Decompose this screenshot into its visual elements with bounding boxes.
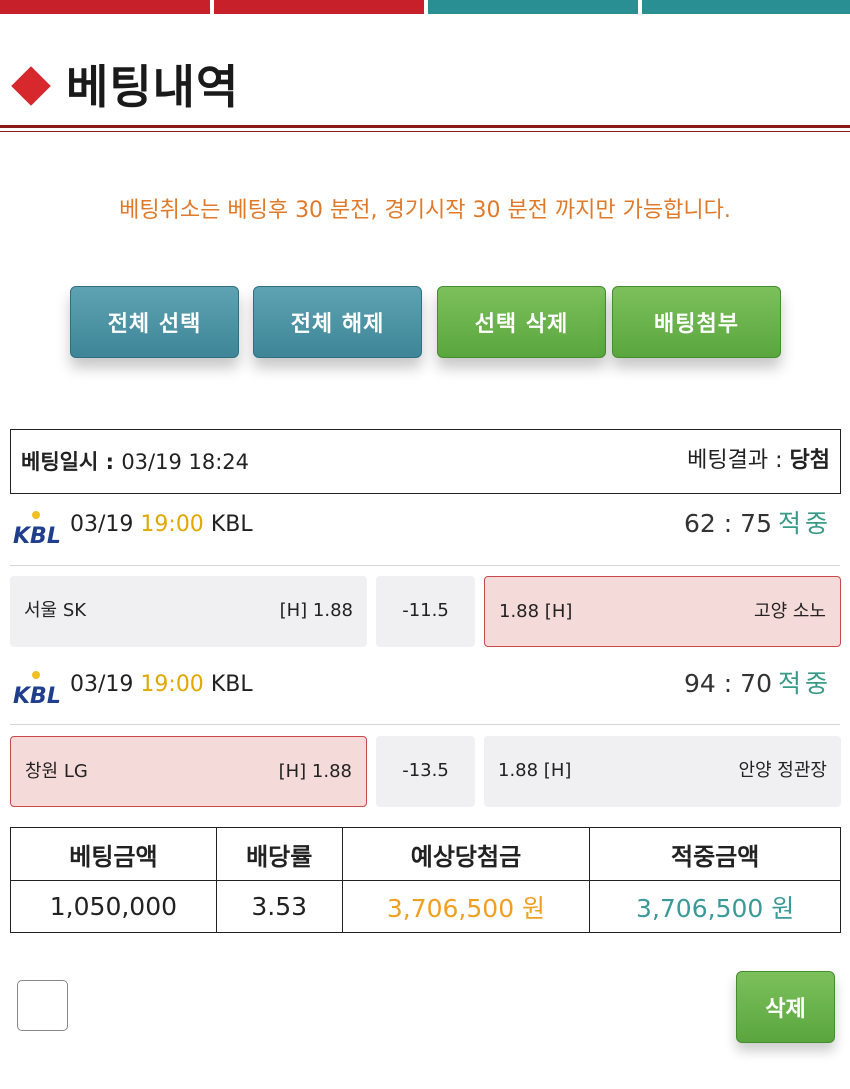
- top-bar-segment-2: [214, 0, 424, 14]
- summary-value-row: 1,050,000 3.53 3,706,500 원 3,706,500 원: [10, 880, 841, 933]
- game-score-1: 62 : 75 적중: [684, 508, 832, 540]
- won-amount-header: 적중금액: [589, 827, 841, 881]
- handicap-value: -13.5: [402, 760, 449, 781]
- select-bet-checkbox[interactable]: [17, 980, 68, 1031]
- hit-status: 적중: [777, 669, 832, 698]
- handicap-cell-1: -11.5: [376, 576, 475, 647]
- won-amount-value: 3,706,500 원: [589, 880, 841, 933]
- away-odds: 1.88 [H]: [498, 760, 572, 781]
- game-league: KBL: [210, 672, 253, 697]
- home-team-name: 창원 LG: [25, 761, 88, 782]
- diamond-icon: [11, 66, 51, 106]
- bet-info-box: 베팅일시 : 03/19 18:24 베팅결과 : 당첨: [10, 429, 841, 494]
- delete-selected-button[interactable]: 선택 삭제: [437, 286, 606, 358]
- home-odds: [H] 1.88: [279, 600, 353, 621]
- kbl-logo-icon: KBL: [13, 511, 61, 546]
- game-time: 19:00: [140, 512, 204, 537]
- deselect-all-button[interactable]: 전체 해제: [253, 286, 422, 358]
- select-all-button[interactable]: 전체 선택: [70, 286, 239, 358]
- kbl-logo-icon: KBL: [13, 671, 61, 706]
- hit-status: 적중: [777, 509, 832, 538]
- score-value: 94 : 70: [684, 669, 772, 698]
- bet-time-value: 03/19 18:24: [121, 450, 250, 474]
- bet-time-label: 베팅일시 :: [21, 450, 122, 474]
- odds-header: 배당률: [215, 827, 343, 881]
- home-team-option-2[interactable]: 창원 LG [H] 1.88: [10, 736, 367, 807]
- odds-value: 3.53: [215, 880, 343, 933]
- header-divider-thin: [0, 131, 850, 132]
- bet-time: 베팅일시 : 03/19 18:24: [21, 448, 249, 476]
- top-bar-segment-3: [428, 0, 638, 14]
- header-divider: [0, 125, 850, 128]
- kbl-logo-text: KBL: [13, 684, 61, 706]
- away-team-name: 안양 정관장: [738, 760, 827, 781]
- game-header-1: KBL 03/19 19:00 KBL 62 : 75 적중: [0, 502, 850, 552]
- game-header-2: KBL 03/19 19:00 KBL 94 : 70 적중: [0, 662, 850, 712]
- top-bar-segment-4: [642, 0, 850, 14]
- cancel-notice: 베팅취소는 베팅후 30 분전, 경기시작 30 분전 까지만 가능합니다.: [119, 198, 731, 223]
- top-color-bar: [0, 0, 850, 14]
- bet-amount-header: 베팅금액: [10, 827, 217, 881]
- bet-amount-value: 1,050,000: [10, 880, 217, 933]
- home-odds: [H] 1.88: [278, 761, 352, 782]
- score-value: 62 : 75: [684, 509, 772, 538]
- away-team-option-1[interactable]: 1.88 [H] 고양 소노: [484, 576, 841, 647]
- bet-result-value: 당첨: [789, 448, 830, 473]
- game-date: 03/19: [70, 672, 134, 697]
- away-team-option-2[interactable]: 1.88 [H] 안양 정관장: [484, 736, 841, 807]
- away-team-name: 고양 소노: [754, 601, 826, 622]
- bet-result: 베팅결과 : 당첨: [687, 446, 830, 476]
- bet-result-label: 베팅결과 :: [687, 448, 790, 473]
- page-header: 베팅내역: [0, 40, 850, 130]
- away-odds: 1.88 [H]: [499, 601, 573, 622]
- game-meta-1: 03/19 19:00 KBL: [70, 510, 253, 540]
- expected-win-value: 3,706,500 원: [341, 880, 591, 933]
- summary-header-row: 베팅금액 배당률 예상당첨금 적중금액: [10, 827, 841, 881]
- bet-summary-table: 베팅금액 배당률 예상당첨금 적중금액 1,050,000 3.53 3,706…: [10, 827, 841, 933]
- page-title: 베팅내역: [66, 60, 240, 114]
- game-divider: [10, 724, 840, 725]
- attach-bet-button[interactable]: 배팅첨부: [612, 286, 781, 358]
- game-league: KBL: [210, 512, 253, 537]
- handicap-value: -11.5: [402, 600, 449, 621]
- game-time: 19:00: [140, 672, 204, 697]
- home-team-name: 서울 SK: [24, 600, 87, 621]
- kbl-logo-text: KBL: [13, 524, 61, 546]
- game-score-2: 94 : 70 적중: [684, 668, 832, 700]
- home-team-option-1[interactable]: 서울 SK [H] 1.88: [10, 576, 367, 647]
- delete-button[interactable]: 삭제: [736, 971, 835, 1043]
- top-bar-segment-1: [0, 0, 210, 14]
- expected-win-header: 예상당첨금: [341, 827, 591, 881]
- game-meta-2: 03/19 19:00 KBL: [70, 670, 253, 700]
- game-divider: [10, 565, 840, 566]
- handicap-cell-2: -13.5: [376, 736, 475, 807]
- game-date: 03/19: [70, 512, 134, 537]
